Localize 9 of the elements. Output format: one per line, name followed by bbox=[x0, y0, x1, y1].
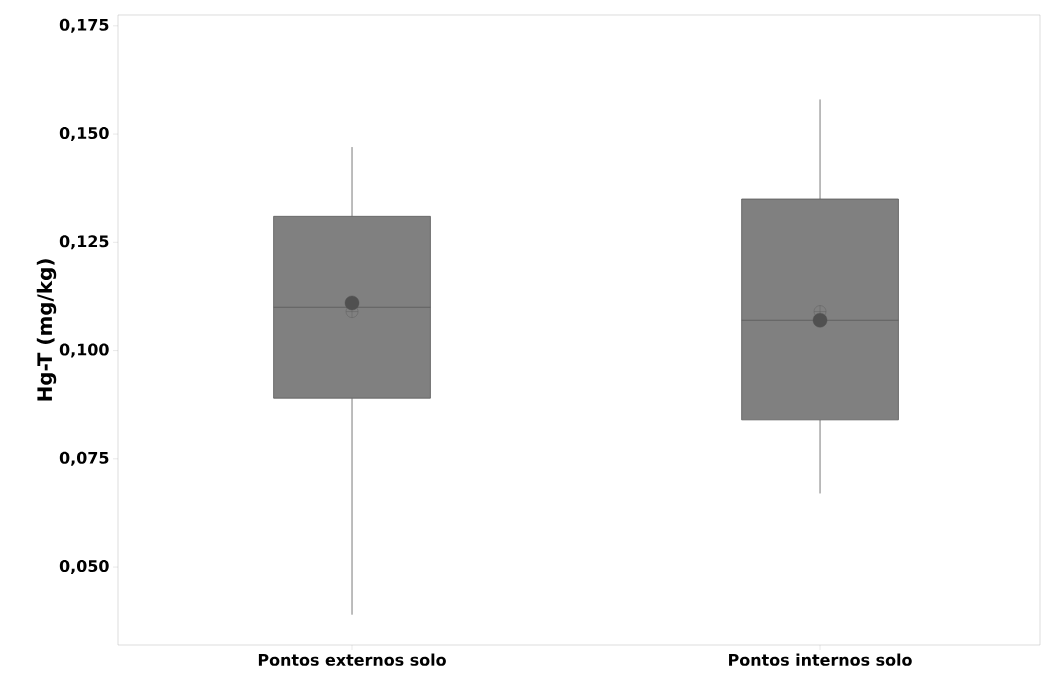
y-tick-label: 0,125 bbox=[59, 235, 109, 250]
y-tick-label: 0,100 bbox=[59, 343, 109, 358]
y-tick-label: 0,075 bbox=[59, 451, 109, 466]
y-axis-title: Hg-T (mg/kg) bbox=[36, 259, 57, 401]
x-tick-label: Pontos internos solo bbox=[729, 653, 912, 666]
x-tick-label: Pontos externos solo bbox=[258, 653, 446, 666]
y-tick-label: 0,050 bbox=[59, 560, 109, 575]
y-tick-label: 0,150 bbox=[59, 127, 109, 142]
y-tick-label: 0,175 bbox=[59, 18, 109, 33]
